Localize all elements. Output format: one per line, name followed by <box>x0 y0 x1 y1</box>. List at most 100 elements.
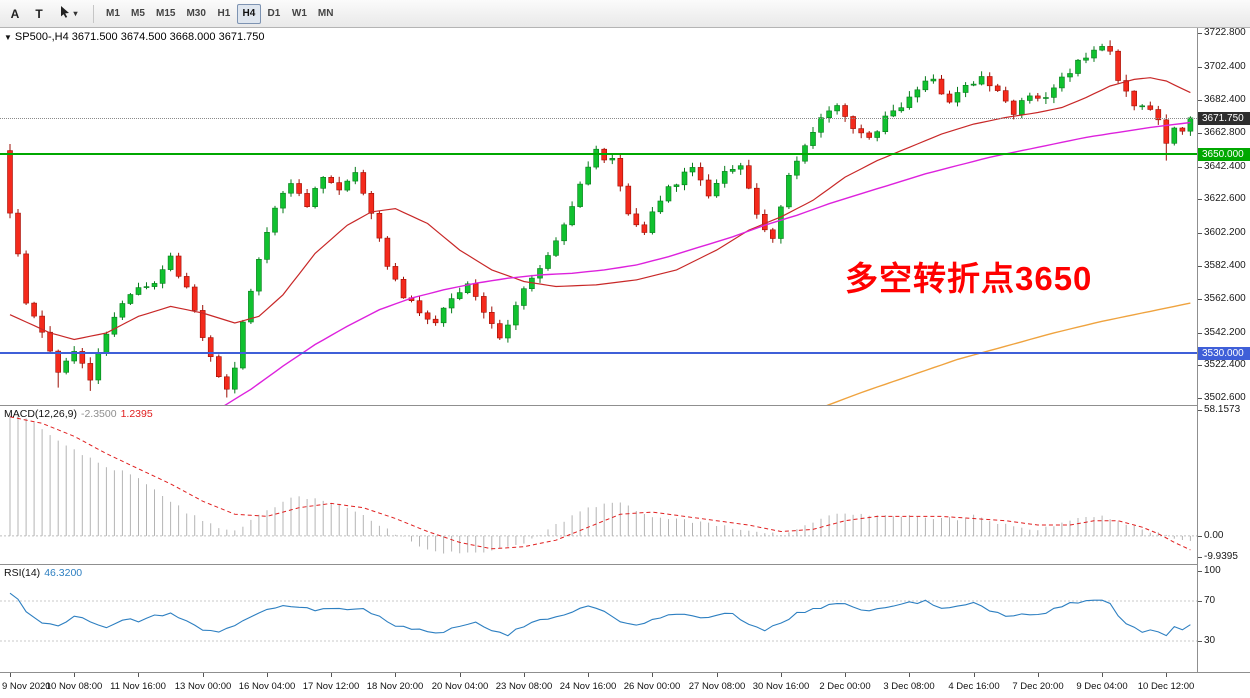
timeframe-button-mn[interactable]: MN <box>313 4 339 24</box>
axis-label: 0.00 <box>1204 530 1224 541</box>
axis-tick <box>1198 233 1202 234</box>
time-label: 7 Dec 20:00 <box>1012 681 1064 692</box>
time-label: 13 Nov 00:00 <box>174 681 232 692</box>
timeframe-button-m1[interactable]: M1 <box>101 4 125 24</box>
pane-divider[interactable] <box>0 405 1250 406</box>
axis-tick <box>1198 601 1202 602</box>
axis-label: 3702.400 <box>1204 61 1246 72</box>
price-chart-canvas[interactable] <box>0 28 1197 405</box>
time-tick <box>395 673 396 677</box>
time-label: 4 Dec 16:00 <box>948 681 1000 692</box>
axis-label: 3642.400 <box>1204 161 1246 172</box>
axis-tick <box>1198 557 1202 558</box>
annotation-tool-button[interactable]: A <box>4 3 26 25</box>
timeframe-button-m5[interactable]: M5 <box>126 4 150 24</box>
time-label: 23 Nov 08:00 <box>495 681 553 692</box>
axis-label: 3722.800 <box>1204 27 1246 38</box>
time-label: 27 Nov 08:00 <box>688 681 746 692</box>
pane-divider[interactable] <box>0 564 1250 565</box>
axis-label: 3602.200 <box>1204 227 1246 238</box>
time-axis[interactable]: 9 Nov 2020 10 Nov 08:00 11 Nov 16:00 13 Nov… <box>0 672 1250 698</box>
axis-label: 3522.400 <box>1204 359 1246 370</box>
time-label: 11 Nov 16:00 <box>110 681 166 692</box>
time-label: 24 Nov 16:00 <box>559 681 617 692</box>
axis-label: -9.9395 <box>1204 551 1238 562</box>
time-tick <box>845 673 846 677</box>
macd-label: MACD(12,26,9) -2.3500 1.2395 <box>4 408 153 420</box>
time-tick <box>138 673 139 677</box>
toolbar: A T ▾ M1 M5 M15 M30 H1 H4 D1 W1 MN <box>0 0 1250 28</box>
time-label: 16 Nov 04:00 <box>238 681 296 692</box>
timeframe-button-h4[interactable]: H4 <box>236 3 261 24</box>
rsi-pane[interactable]: RSI(14) 46.3200 <box>0 565 1197 672</box>
ma-fast-red-line <box>9 77 1191 341</box>
timeframe-button-m15[interactable]: M15 <box>151 4 180 24</box>
axis-label: 100 <box>1204 565 1221 576</box>
chart-title: ▼ SP500-,H4 3671.500 3674.500 3668.000 36… <box>4 31 264 43</box>
axis-tick <box>1198 266 1202 267</box>
ma-mid-magenta-line <box>224 121 1191 405</box>
level-price-tag: 3650.000 <box>1198 148 1250 161</box>
level-price-tag: 3530.000 <box>1198 347 1250 360</box>
axis-label: 30 <box>1204 635 1216 646</box>
time-tick <box>74 673 75 677</box>
cursor-tool-button[interactable]: ▾ <box>52 3 86 25</box>
timeframe-button-h1[interactable]: H1 <box>212 4 236 24</box>
toolbar-separator <box>93 4 94 23</box>
axis-tick <box>1198 571 1202 572</box>
macd-signal-value: 1.2395 <box>120 408 153 420</box>
time-tick <box>203 673 204 677</box>
time-tick <box>331 673 332 677</box>
axis-tick <box>1198 33 1202 34</box>
time-label: 18 Nov 20:00 <box>366 681 424 692</box>
time-tick <box>974 673 975 677</box>
axis-tick <box>1198 299 1202 300</box>
time-tick <box>267 673 268 677</box>
time-tick <box>1102 673 1103 677</box>
ma-slow-orange-line <box>826 302 1191 405</box>
time-tick <box>1038 673 1039 677</box>
axis-label: 3502.600 <box>1204 392 1246 403</box>
axis-tick <box>1198 536 1202 537</box>
price-axis[interactable]: 3722.800 3702.400 3682.400 3662.800 3642.400… <box>1197 27 1250 672</box>
chart-menu-icon: ▼ <box>4 33 12 42</box>
bid-price-tag: 3671.750 <box>1198 112 1250 125</box>
time-label: 30 Nov 16:00 <box>752 681 810 692</box>
axis-label: 3542.200 <box>1204 327 1246 338</box>
chevron-down-icon: ▾ <box>73 9 78 18</box>
axis-label: 3682.400 <box>1204 94 1246 105</box>
timeframe-button-m30[interactable]: M30 <box>181 4 210 24</box>
macd-name: MACD(12,26,9) <box>4 408 77 420</box>
axis-label: 58.1573 <box>1204 404 1241 415</box>
time-label: 10 Dec 12:00 <box>1137 681 1195 692</box>
timeframe-button-d1[interactable]: D1 <box>262 4 286 24</box>
horizontal-level-line-3530.000[interactable] <box>0 352 1197 354</box>
rsi-label: RSI(14) 46.3200 <box>4 567 82 579</box>
time-tick <box>524 673 525 677</box>
axis-label: 3622.600 <box>1204 193 1246 204</box>
axis-label: 3662.800 <box>1204 127 1246 138</box>
macd-pane[interactable]: MACD(12,26,9) -2.3500 1.2395 <box>0 406 1197 564</box>
time-label: 3 Dec 08:00 <box>883 681 935 692</box>
horizontal-level-line-3650.000[interactable] <box>0 153 1197 155</box>
timeframe-button-w1[interactable]: W1 <box>287 4 312 24</box>
text-tool-button[interactable]: T <box>28 3 50 25</box>
rsi-canvas[interactable] <box>0 565 1197 672</box>
axis-tick <box>1198 100 1202 101</box>
candles <box>7 40 1194 398</box>
time-label: 10 Nov 08:00 <box>45 681 103 692</box>
axis-label: 3582.400 <box>1204 260 1246 271</box>
time-tick <box>460 673 461 677</box>
axis-tick <box>1198 365 1202 366</box>
macd-main-value: -2.3500 <box>80 408 117 420</box>
axis-label: 3562.600 <box>1204 293 1246 304</box>
time-label: 9 Dec 04:00 <box>1076 681 1128 692</box>
timeframe-group: M1 M5 M15 M30 H1 H4 D1 W1 MN <box>101 3 339 24</box>
price-pane[interactable]: ▼ SP500-,H4 3671.500 3674.500 3668.000 36… <box>0 28 1197 405</box>
macd-histogram <box>9 412 1191 554</box>
time-label: 9 Nov 2020 <box>2 681 51 692</box>
time-tick <box>10 673 11 677</box>
macd-canvas[interactable] <box>0 406 1197 564</box>
cursor-icon <box>60 6 71 21</box>
